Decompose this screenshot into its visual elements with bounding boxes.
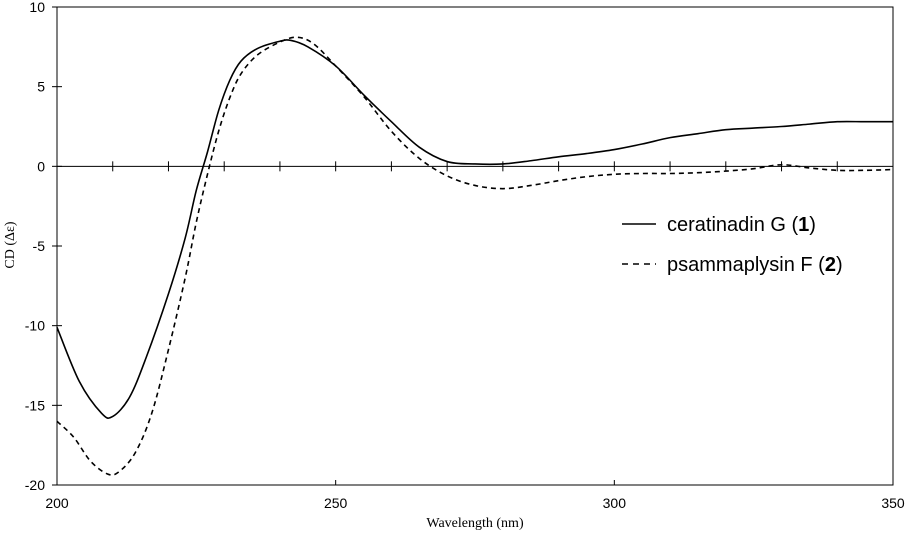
x-tick-label: 250 — [324, 495, 348, 511]
legend: ceratinadin G (1) psammaplysin F (2) — [622, 214, 843, 276]
x-tick-label: 200 — [45, 495, 69, 511]
x-tick-label: 350 — [881, 495, 905, 511]
y-tick-label: 0 — [37, 158, 45, 174]
legend-label-series-2: psammaplysin F (2) — [667, 254, 843, 276]
x-tick-label: 300 — [603, 495, 627, 511]
y-tick-label: -10 — [25, 318, 45, 334]
y-tick-label: -15 — [25, 397, 45, 413]
y-axis-title: CD (Δε) — [3, 221, 18, 268]
y-tick-label: -5 — [33, 238, 46, 254]
series-line-2 — [56, 36, 894, 476]
y-tick-label: 5 — [37, 79, 45, 95]
x-axis-title: Wavelength (nm) — [426, 516, 524, 531]
plot-area — [56, 36, 894, 476]
y-tick-label: -20 — [25, 477, 45, 493]
y-tick-label: 10 — [29, 0, 45, 15]
series-line-1 — [56, 39, 893, 419]
legend-label-series-1: ceratinadin G (1) — [667, 214, 816, 236]
